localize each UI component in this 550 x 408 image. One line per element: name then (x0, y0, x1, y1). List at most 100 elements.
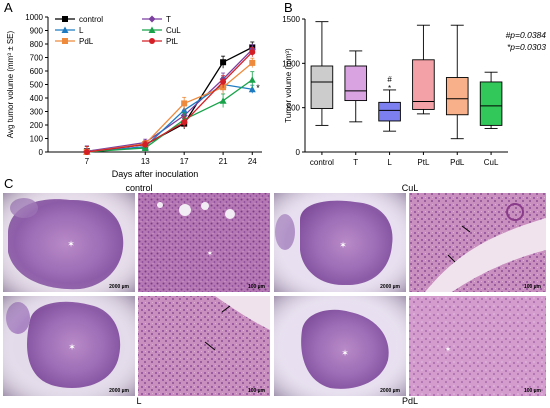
data-point-PtL (249, 49, 256, 56)
x-tick-label: T (353, 158, 358, 167)
group-label-cul: CuL (402, 183, 419, 193)
y-tick-label: 900 (30, 27, 44, 36)
y-tick-label: 1000 (282, 59, 300, 68)
panel-label-b: B (284, 0, 293, 15)
legend-marker-T (148, 15, 156, 23)
panel-label-c: C (4, 176, 13, 191)
scale-bar-label: 2000 µm (380, 284, 400, 290)
x-tick-label: PtL (417, 158, 430, 167)
group-label-l: L (136, 396, 141, 406)
y-tick-label: 100 (30, 135, 44, 144)
star-marker: ✶ (445, 345, 452, 354)
legend-label-T: T (166, 15, 171, 24)
x-axis-label: Days after inoculation (112, 169, 199, 179)
y-tick-label: 400 (30, 94, 44, 103)
y-tick-label: 0 (39, 148, 44, 157)
micrograph-control-low: ✶ 2000 µm (3, 193, 135, 292)
y-axis-label: Avg tumor volume (mm³ ± SE) (6, 30, 15, 138)
legend-label-L: L (79, 26, 84, 35)
x-tick-label: L (387, 158, 392, 167)
y-axis-label: Tumor volume (mm³) (284, 48, 293, 123)
box-control (310, 65, 334, 110)
series-line-CuL (86, 79, 253, 153)
data-point-PdL (249, 59, 256, 66)
scale-bar-label: 100 µm (248, 284, 266, 290)
box-PdL (445, 77, 469, 116)
legend-marker-L (61, 26, 69, 33)
data-point-control (220, 59, 227, 66)
box-CuL (479, 81, 503, 126)
micrograph-l-low: ✶ 2000 µm (3, 296, 135, 396)
box-L (378, 101, 401, 122)
box-plot: 0 500 1000 1500 Tumor volume (mm³) control T L P… (282, 15, 546, 167)
y-tick-label: 1500 (282, 15, 300, 24)
y-tick-label: 800 (30, 40, 44, 49)
line-chart: 0 100 200 300 400 500 600 700 800 900 1000 7 13 17 21 2… (6, 13, 262, 179)
panel-label-a: A (4, 0, 13, 15)
star-marker: ✶ (207, 249, 214, 258)
data-point-L (248, 85, 256, 93)
legend-marker-PdL (62, 38, 68, 44)
legend-marker-PtL (149, 38, 155, 44)
scale-bar-label: 2000 µm (109, 388, 129, 394)
x-tick-label: 7 (85, 157, 90, 166)
series-line-PdL (86, 62, 253, 153)
y-tick-label: 1000 (25, 13, 43, 22)
x-tick-label: 21 (219, 157, 228, 166)
significance-mark: * (388, 84, 391, 93)
x-tick-label: control (310, 158, 334, 167)
box-PtL (412, 59, 435, 110)
data-point-CuL (219, 97, 227, 104)
series-line-PtL (86, 51, 253, 153)
data-point-PtL (181, 119, 188, 126)
significance-mark: # (387, 75, 392, 84)
data-point-PtL (142, 141, 149, 148)
group-label-pdl: PdL (402, 396, 418, 406)
micrograph-pdl-low: ✶ 2000 µm (274, 296, 406, 396)
micrograph-l-high: 100 µm (138, 296, 270, 396)
data-point-PtL (83, 149, 90, 155)
legend-marker-control (62, 16, 68, 22)
micrograph-cul-high: 100 µm (409, 193, 546, 292)
p-value-annotation: #p=0.0384 (506, 30, 547, 40)
significance-mark: * (256, 83, 260, 93)
scale-bar-label: 100 µm (524, 388, 542, 394)
series-line-control (86, 46, 253, 152)
micrograph-cul-low: ✶ 2000 µm (274, 193, 406, 292)
y-tick-label: 500 (30, 81, 44, 90)
group-label-control: control (125, 183, 152, 193)
scale-bar-label: 2000 µm (380, 388, 400, 394)
p-value-annotation: *p=0.0303 (507, 42, 546, 52)
series-line-T (86, 48, 253, 152)
arrow-icon (447, 254, 456, 263)
legend-label-CuL: CuL (166, 26, 181, 35)
data-point-L (180, 106, 188, 114)
data-point-CuL (248, 76, 256, 83)
data-point-PdL (181, 100, 188, 107)
arrow-icon (204, 341, 216, 351)
box-T (344, 65, 368, 102)
x-tick-label: CuL (484, 158, 499, 167)
legend-label-PdL: PdL (79, 37, 94, 46)
y-tick-label: 600 (30, 67, 44, 76)
x-tick-label: 24 (248, 157, 257, 166)
y-tick-label: 500 (287, 104, 301, 113)
legend-marker-CuL (148, 26, 156, 33)
y-tick-label: 700 (30, 54, 44, 63)
y-tick-label: 300 (30, 108, 44, 117)
x-tick-label: PdL (450, 158, 465, 167)
scale-bar-label: 100 µm (248, 388, 266, 394)
y-tick-label: 200 (30, 121, 44, 130)
x-tick-label: 17 (180, 157, 189, 166)
micrograph-control-high: ✶ 100 µm (138, 193, 270, 292)
x-tick-label: 13 (141, 157, 150, 166)
arrow-icon (221, 305, 231, 313)
y-tick-label: 0 (296, 148, 301, 157)
arrow-icon (461, 225, 471, 233)
scale-bar-label: 2000 µm (109, 284, 129, 290)
legend-label-PtL: PtL (166, 37, 179, 46)
scale-bar-label: 100 µm (524, 284, 542, 290)
data-point-PtL (220, 78, 227, 85)
micrograph-pdl-high: ✶ 100 µm (409, 296, 546, 396)
